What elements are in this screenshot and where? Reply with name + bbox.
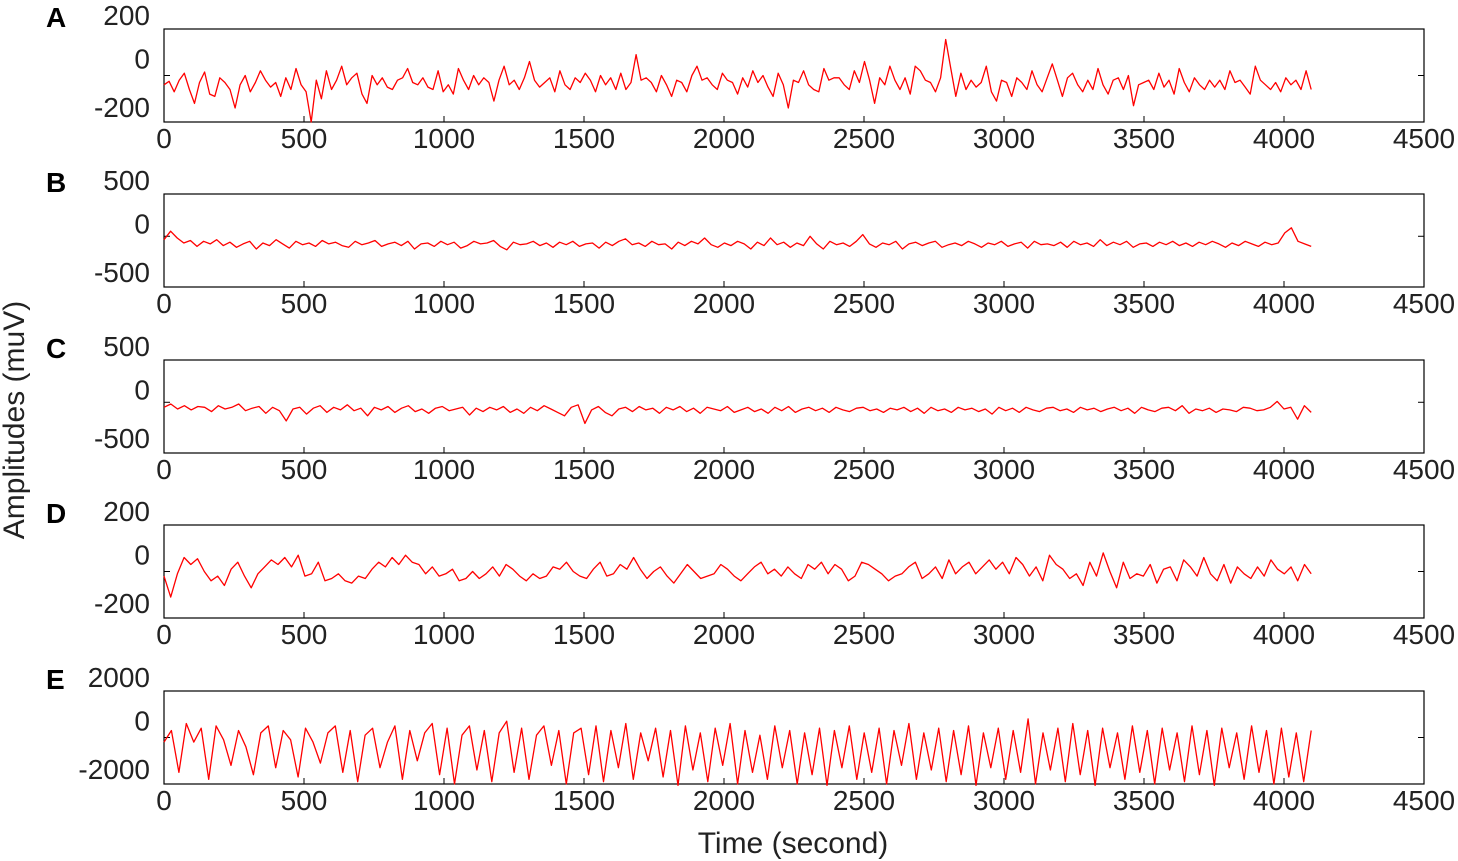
- x-tick-label: 0: [156, 288, 172, 319]
- x-tick-label: 2500: [833, 619, 895, 650]
- x-tick-label: 2500: [833, 288, 895, 319]
- y-tick-label: 500: [103, 165, 150, 196]
- x-tick-label: 1000: [413, 454, 475, 485]
- panels-group: A0 500 1000 1500 2000 2500 3000 3500 4000 4500200…: [46, 0, 1455, 816]
- x-tick-label: 4500: [1393, 619, 1455, 650]
- x-tick-label: 1500: [553, 785, 615, 816]
- y-tick-label: 0: [134, 540, 150, 571]
- signal-trace: [163, 718, 1312, 787]
- y-tick-label: 200: [103, 496, 150, 527]
- x-tick-label: 4000: [1253, 619, 1315, 650]
- signal-trace: [163, 38, 1312, 123]
- x-axis-title: Time (second): [698, 827, 889, 860]
- y-tick-label: 0: [134, 706, 150, 737]
- y-tick-label: -200: [94, 92, 150, 123]
- x-tick-label: 500: [281, 123, 328, 154]
- x-tick-label: 3000: [973, 288, 1035, 319]
- x-tick-label: 4500: [1393, 785, 1455, 816]
- x-tick-label: 500: [281, 785, 328, 816]
- y-tick-label: 0: [134, 44, 150, 75]
- x-tick-label: 3500: [1113, 454, 1175, 485]
- x-tick-label: 500: [281, 288, 328, 319]
- x-tick-label: 4000: [1253, 123, 1315, 154]
- x-tick-label: 1500: [553, 288, 615, 319]
- x-tick-label: 3500: [1113, 785, 1175, 816]
- panel-c: C 0 500 1000 1500 2000 2500 3000 3500 4000 4500 500…: [46, 331, 1455, 485]
- y-axis-title: Amplitudes (muV): [0, 301, 31, 539]
- x-tick-label: 1000: [413, 123, 475, 154]
- x-tick-label: 4000: [1253, 785, 1315, 816]
- y-tick-label: -500: [94, 257, 150, 288]
- panel-label: C: [46, 333, 66, 364]
- x-tick-label: 500: [281, 454, 328, 485]
- x-tick-label: 4500: [1393, 123, 1455, 154]
- panel-label: E: [46, 664, 65, 695]
- signal-trace: [163, 552, 1312, 598]
- x-tick-label: 1000: [413, 619, 475, 650]
- panel-label: B: [46, 167, 66, 198]
- signal-trace: [163, 400, 1312, 425]
- x-tick-label: 2000: [693, 123, 755, 154]
- y-tick-label: -500: [94, 423, 150, 454]
- panel-label: D: [46, 498, 66, 529]
- x-tick-label: 2000: [693, 454, 755, 485]
- x-tick-label: 3000: [973, 785, 1035, 816]
- x-tick-label: 2000: [693, 288, 755, 319]
- x-tick-label: 1000: [413, 785, 475, 816]
- plot-frame: [163, 359, 1425, 454]
- x-tick-label: 2500: [833, 454, 895, 485]
- x-tick-label: 3000: [973, 454, 1035, 485]
- panel-b: B 0 500 1000 1500 2000 2500 3000 3500 4000 4500 500…: [46, 165, 1455, 319]
- x-tick-label: 1500: [553, 123, 615, 154]
- x-tick-label: 3500: [1113, 288, 1175, 319]
- y-tick-label: 500: [103, 331, 150, 362]
- panel-label: A: [46, 2, 66, 33]
- x-tick-label: 0: [156, 454, 172, 485]
- x-tick-label: 2500: [833, 123, 895, 154]
- plot-frame: [163, 690, 1425, 785]
- panel-e: E 0 500 1000 1500 2000 2500 3000 3500 4000 4500 200…: [46, 662, 1455, 816]
- y-tick-label: -2000: [78, 754, 150, 785]
- x-tick-label: 0: [156, 123, 172, 154]
- plot-frame: [163, 28, 1425, 123]
- x-tick-label: 4500: [1393, 288, 1455, 319]
- x-tick-label: 2000: [693, 785, 755, 816]
- x-tick-label: 1500: [553, 454, 615, 485]
- x-tick-label: 2000: [693, 619, 755, 650]
- x-tick-label: 1500: [553, 619, 615, 650]
- x-tick-label: 500: [281, 619, 328, 650]
- signal-trace: [163, 227, 1312, 251]
- x-tick-label: 0: [156, 619, 172, 650]
- x-tick-label: 1000: [413, 288, 475, 319]
- panel-a: A0 500 1000 1500 2000 2500 3000 3500 4000 4500200…: [46, 0, 1455, 154]
- panel-d: D0 500 1000 1500 2000 2500 3000 3500 4000 4500200…: [46, 496, 1455, 650]
- y-tick-label: -200: [94, 588, 150, 619]
- x-tick-label: 4000: [1253, 288, 1315, 319]
- x-tick-label: 3000: [973, 619, 1035, 650]
- y-tick-label: 200: [103, 0, 150, 31]
- y-tick-label: 0: [134, 375, 150, 406]
- x-tick-label: 2500: [833, 785, 895, 816]
- x-tick-label: 3500: [1113, 619, 1175, 650]
- x-tick-label: 3500: [1113, 123, 1175, 154]
- y-tick-label: 2000: [88, 662, 150, 693]
- x-tick-label: 4500: [1393, 454, 1455, 485]
- plot-frame: [163, 193, 1425, 288]
- x-tick-label: 0: [156, 785, 172, 816]
- y-tick-label: 0: [134, 209, 150, 240]
- x-tick-label: 3000: [973, 123, 1035, 154]
- x-tick-label: 4000: [1253, 454, 1315, 485]
